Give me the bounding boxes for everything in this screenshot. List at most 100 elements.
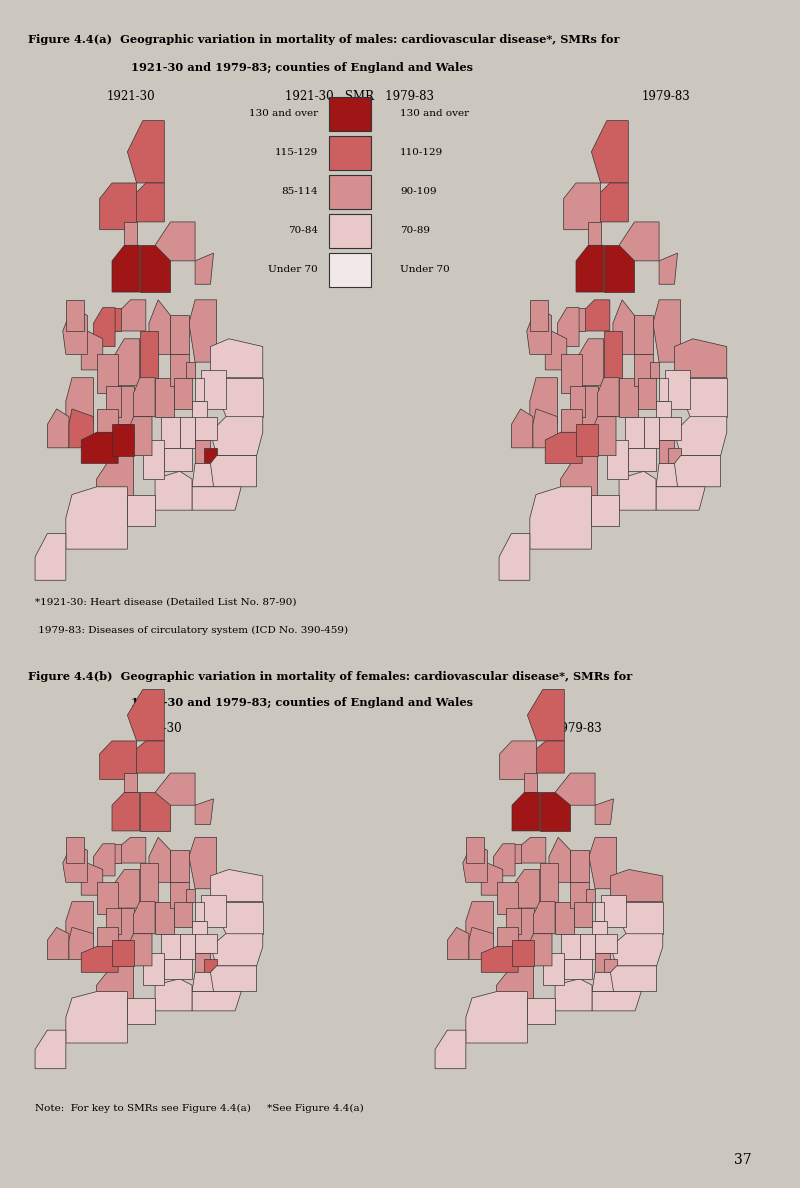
Polygon shape — [94, 843, 115, 876]
Polygon shape — [533, 409, 558, 448]
Polygon shape — [564, 183, 601, 229]
Polygon shape — [127, 998, 155, 1024]
Polygon shape — [576, 424, 598, 456]
Polygon shape — [192, 992, 242, 1011]
Polygon shape — [546, 331, 566, 369]
Polygon shape — [66, 487, 127, 549]
Text: Figure 4.4(a)  Geographic variation in mortality of males: cardiovascular diseas: Figure 4.4(a) Geographic variation in mo… — [28, 33, 619, 45]
Polygon shape — [140, 245, 170, 292]
Polygon shape — [466, 838, 484, 862]
Polygon shape — [66, 992, 127, 1043]
Polygon shape — [595, 934, 617, 953]
Polygon shape — [142, 440, 164, 479]
Bar — [330, 175, 371, 209]
Polygon shape — [210, 339, 262, 378]
Polygon shape — [558, 308, 579, 347]
Polygon shape — [591, 494, 619, 526]
Polygon shape — [462, 843, 487, 883]
Polygon shape — [613, 299, 634, 354]
Polygon shape — [210, 417, 262, 456]
Polygon shape — [576, 245, 604, 292]
Polygon shape — [115, 908, 134, 940]
Polygon shape — [644, 417, 659, 448]
Polygon shape — [62, 843, 87, 883]
Polygon shape — [149, 838, 170, 883]
Text: 130 and over: 130 and over — [249, 109, 318, 119]
Polygon shape — [130, 741, 164, 773]
Polygon shape — [435, 1030, 466, 1069]
Polygon shape — [112, 792, 140, 830]
Polygon shape — [511, 409, 533, 448]
Polygon shape — [210, 378, 262, 417]
Polygon shape — [570, 883, 589, 908]
Polygon shape — [195, 953, 210, 972]
Polygon shape — [540, 792, 570, 830]
Polygon shape — [668, 448, 681, 463]
Polygon shape — [579, 299, 610, 331]
Bar — [330, 214, 371, 248]
Polygon shape — [659, 417, 681, 440]
Polygon shape — [674, 339, 726, 378]
Polygon shape — [66, 378, 94, 424]
Polygon shape — [595, 798, 614, 824]
Polygon shape — [634, 354, 653, 386]
Polygon shape — [497, 883, 518, 915]
Polygon shape — [192, 463, 217, 487]
Polygon shape — [530, 741, 564, 773]
Polygon shape — [130, 183, 164, 222]
Polygon shape — [626, 417, 644, 448]
Polygon shape — [82, 947, 118, 972]
Polygon shape — [555, 773, 595, 805]
Polygon shape — [127, 494, 155, 526]
Polygon shape — [546, 432, 582, 463]
Polygon shape — [35, 1030, 66, 1069]
Polygon shape — [497, 966, 534, 1004]
Polygon shape — [180, 417, 195, 448]
Polygon shape — [124, 773, 137, 792]
Polygon shape — [619, 222, 659, 261]
Polygon shape — [170, 883, 189, 908]
Polygon shape — [140, 862, 158, 902]
Polygon shape — [124, 222, 137, 245]
Polygon shape — [524, 773, 537, 792]
Polygon shape — [82, 432, 118, 463]
Polygon shape — [97, 883, 118, 915]
Polygon shape — [555, 902, 574, 934]
Polygon shape — [155, 472, 192, 510]
Polygon shape — [592, 921, 607, 940]
Polygon shape — [127, 689, 164, 741]
Polygon shape — [638, 378, 656, 409]
Polygon shape — [659, 378, 668, 402]
Polygon shape — [115, 870, 140, 908]
Text: 115-129: 115-129 — [274, 148, 318, 157]
Polygon shape — [149, 299, 170, 354]
Polygon shape — [592, 972, 617, 992]
Polygon shape — [204, 960, 217, 972]
Polygon shape — [506, 843, 522, 862]
Polygon shape — [466, 902, 494, 940]
Polygon shape — [580, 934, 595, 960]
Polygon shape — [469, 928, 494, 960]
Polygon shape — [530, 299, 548, 331]
Text: 1921-30 and 1979-83; counties of England and Wales: 1921-30 and 1979-83; counties of England… — [130, 62, 473, 72]
Polygon shape — [604, 960, 617, 972]
Polygon shape — [195, 440, 210, 463]
Polygon shape — [589, 838, 617, 889]
Polygon shape — [610, 934, 662, 966]
Text: 1979-83: 1979-83 — [554, 722, 602, 735]
Polygon shape — [610, 966, 657, 992]
Polygon shape — [195, 378, 204, 402]
Polygon shape — [515, 838, 546, 862]
Polygon shape — [192, 921, 207, 940]
Polygon shape — [115, 838, 146, 862]
Polygon shape — [512, 792, 540, 830]
Polygon shape — [170, 851, 189, 883]
Polygon shape — [497, 928, 518, 947]
Polygon shape — [106, 308, 122, 331]
Polygon shape — [204, 448, 217, 463]
Polygon shape — [500, 741, 537, 779]
Polygon shape — [530, 378, 558, 424]
Polygon shape — [192, 487, 242, 510]
Polygon shape — [598, 378, 619, 417]
Polygon shape — [66, 902, 94, 940]
